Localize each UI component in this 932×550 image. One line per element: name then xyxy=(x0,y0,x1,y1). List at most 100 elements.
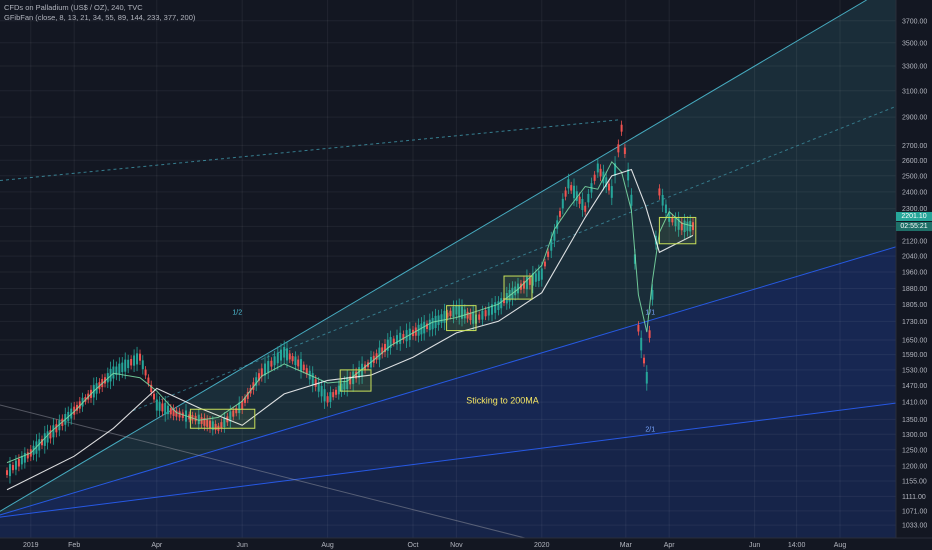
candle-body xyxy=(423,321,426,334)
fan-line-2-1 xyxy=(0,401,904,518)
candle-body xyxy=(302,364,305,371)
candle-body xyxy=(297,359,300,367)
candle-body xyxy=(280,349,282,361)
candle-body xyxy=(78,401,81,409)
candle-body xyxy=(405,330,408,342)
fan-dashed-line-upper xyxy=(0,119,619,182)
candle-body xyxy=(637,324,640,332)
candle-body xyxy=(209,420,211,429)
candle-body xyxy=(677,218,680,230)
candle-body xyxy=(443,310,446,323)
candle-body xyxy=(469,312,472,321)
candle-body xyxy=(329,392,332,402)
x-tick-label: Aug xyxy=(321,542,334,549)
candle-body xyxy=(76,404,78,411)
x-tick-label: Feb xyxy=(68,542,80,549)
candle-body xyxy=(494,302,497,313)
candle-body xyxy=(332,392,335,398)
candle-body xyxy=(455,305,458,315)
candle-body xyxy=(671,216,674,223)
candle-body xyxy=(124,359,127,372)
candle-body xyxy=(197,414,200,425)
candle-body xyxy=(273,356,276,366)
candle-body xyxy=(605,177,608,188)
candle-body xyxy=(620,124,623,132)
candle-body xyxy=(461,306,463,319)
y-tick-label: 1033.00 xyxy=(902,523,927,530)
candle-body xyxy=(52,425,55,438)
y-tick-label: 1155.00 xyxy=(902,479,927,486)
candle-body xyxy=(384,343,386,353)
annotation-text: Sticking to 200MA xyxy=(466,396,539,406)
x-tick-label: Mar xyxy=(620,542,633,549)
candle-body xyxy=(323,389,326,402)
candle-body xyxy=(686,221,689,231)
candle-body xyxy=(500,298,503,309)
candle-body xyxy=(446,312,449,318)
candle-body xyxy=(147,377,150,384)
candle-body xyxy=(121,362,124,373)
candle-body xyxy=(426,323,428,329)
candle-body xyxy=(402,334,405,340)
candle-body xyxy=(573,185,575,199)
candle-body xyxy=(235,408,238,414)
candle-body xyxy=(241,400,244,410)
candle-body xyxy=(109,368,112,382)
ma-line-fast xyxy=(6,160,694,464)
candle-body xyxy=(564,190,567,197)
consolidation-box xyxy=(339,369,372,392)
candle-body xyxy=(130,359,133,366)
y-tick-label: 3100.00 xyxy=(902,88,927,95)
y-tick-label: 3700.00 xyxy=(902,18,927,25)
candle-body xyxy=(522,280,525,289)
candle-body xyxy=(211,421,214,431)
candle-body xyxy=(487,307,490,316)
candle-body xyxy=(244,397,246,403)
candle-body xyxy=(378,347,381,360)
consolidation-box xyxy=(658,216,697,245)
candle-body xyxy=(661,194,664,206)
candle-body xyxy=(525,276,528,290)
candle-body xyxy=(232,410,235,417)
candle-body xyxy=(73,406,76,415)
candle-body xyxy=(14,460,17,470)
candle-body xyxy=(260,368,263,377)
candle-body xyxy=(570,185,573,191)
candle-body xyxy=(164,402,167,415)
candle-body xyxy=(238,402,241,414)
candle-body xyxy=(561,198,564,209)
candle-body xyxy=(8,464,11,477)
ma-line-200 xyxy=(6,168,694,491)
candle-body xyxy=(420,323,423,335)
candle-body xyxy=(643,357,645,364)
x-tick-label: Apr xyxy=(664,542,676,549)
fan-zone-middle xyxy=(0,244,903,518)
candle-body xyxy=(593,174,596,181)
candle-body xyxy=(575,191,578,201)
candle-body xyxy=(531,273,534,286)
candle-body xyxy=(497,301,500,311)
candle-body xyxy=(340,383,343,392)
candle-body xyxy=(49,430,52,439)
candle-body xyxy=(246,391,249,399)
candle-body xyxy=(478,314,481,320)
fan-label-1-1: 1/1 xyxy=(645,310,655,317)
time-axis-panel xyxy=(0,538,932,550)
candle-body xyxy=(267,361,270,373)
candle-body xyxy=(133,355,136,366)
y-tick-label: 2500.00 xyxy=(902,173,927,180)
y-tick-label: 2300.00 xyxy=(902,206,927,213)
candle-body xyxy=(389,337,392,348)
symbol-title: CFDs on Palladium (US$ / OZ), 240, TVC xyxy=(4,3,143,12)
candle-body xyxy=(358,367,361,378)
x-tick-label: Oct xyxy=(408,542,419,549)
candle-body xyxy=(155,399,158,411)
candle-body xyxy=(270,360,273,367)
y-tick-label: 1350.00 xyxy=(902,417,927,424)
candle-body xyxy=(349,376,352,385)
candle-body xyxy=(623,147,626,154)
candle-body xyxy=(136,353,139,365)
